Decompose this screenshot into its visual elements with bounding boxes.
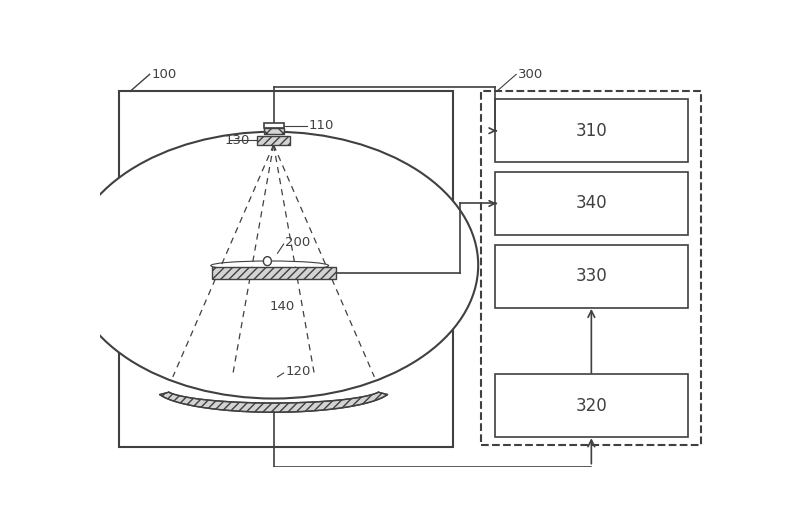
Bar	[495, 99, 688, 162]
Bar	[264, 128, 283, 134]
Bar	[482, 91, 702, 445]
Text: 320: 320	[575, 396, 607, 415]
Text: 330: 330	[575, 267, 607, 285]
Text: 140: 140	[270, 300, 295, 313]
Bar	[495, 245, 688, 308]
Bar	[264, 122, 283, 128]
Text: 110: 110	[308, 119, 334, 132]
Ellipse shape	[211, 261, 329, 270]
Text: 100: 100	[152, 68, 177, 81]
Text: 300: 300	[518, 68, 543, 81]
Bar	[495, 172, 688, 235]
Ellipse shape	[263, 257, 271, 266]
Text: 120: 120	[286, 365, 310, 378]
Text: 200: 200	[286, 236, 310, 249]
Text: 130: 130	[225, 134, 250, 147]
Polygon shape	[160, 392, 387, 412]
Bar	[118, 91, 454, 447]
Ellipse shape	[69, 132, 478, 398]
Text: 310: 310	[575, 122, 607, 140]
Bar	[211, 267, 336, 279]
Text: 340: 340	[575, 194, 607, 213]
Bar	[495, 374, 688, 437]
Bar	[258, 136, 290, 145]
